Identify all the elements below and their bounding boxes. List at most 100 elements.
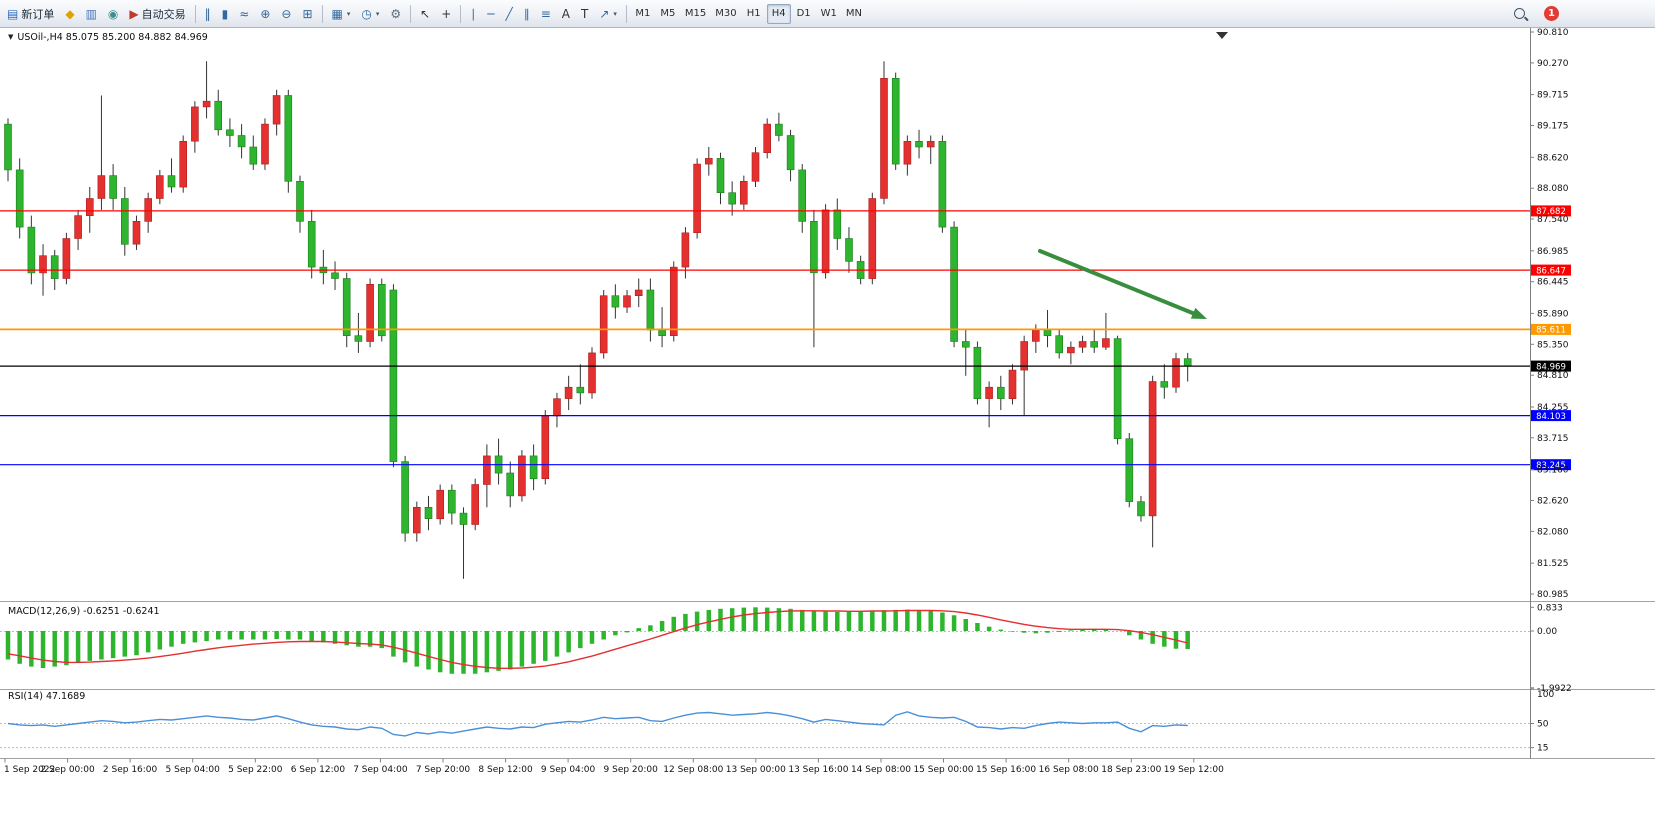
timeframe-m5-button[interactable]: M5 — [656, 4, 680, 24]
timeframe-d1-button[interactable]: D1 — [792, 4, 816, 24]
price-tag-label: 84.969 — [1536, 362, 1566, 372]
symbol-ohlc-label: ▼ USOil-,H4 85.075 85.200 84.882 84.969 — [8, 32, 208, 43]
bull-candle — [880, 77, 888, 199]
bear-candle — [109, 175, 117, 199]
timeframe-h4-button[interactable]: H4 — [766, 3, 791, 24]
price-axis-label: 84.255 — [1537, 403, 1569, 413]
price-axis-label: 85.350 — [1537, 340, 1569, 350]
macd-indicator-label: MACD(12,26,9) -0.6251 -0.6241 — [8, 606, 160, 617]
alerts-icon-button[interactable]: ◆ — [60, 3, 79, 25]
bull-candle — [588, 352, 596, 394]
fibonacci-icon: ≡ — [540, 6, 551, 21]
timeframe-m30-button[interactable]: M30 — [711, 4, 740, 24]
trend-arrow-head[interactable] — [1190, 307, 1207, 319]
community-icon-button[interactable]: ◉ — [103, 3, 123, 25]
bull-candle — [366, 283, 374, 342]
bear-candle — [424, 506, 433, 519]
line-chart-button[interactable]: ≈ — [234, 3, 254, 25]
timeframe-h1-button[interactable]: H1 — [742, 4, 766, 24]
fibonacci-button[interactable]: ≡ — [536, 3, 556, 25]
bear-candle — [775, 123, 783, 136]
price-pane — [0, 32, 1530, 579]
trendline-button[interactable]: ╱ — [500, 3, 517, 25]
bull-candle — [39, 255, 47, 274]
bull-candle — [821, 209, 830, 274]
price-tag-label: 85.611 — [1536, 326, 1566, 336]
bear-candle — [307, 221, 316, 268]
price-axis-label: 83.160 — [1537, 466, 1569, 476]
bear-candle — [611, 295, 620, 308]
time-axis-label: 16 Sep 08:00 — [1039, 765, 1099, 775]
bear-candle — [331, 272, 339, 279]
bull-candle — [518, 455, 526, 497]
horizontal-line-icon: ─ — [487, 6, 495, 21]
reports-icon-button[interactable]: ▥ — [81, 3, 102, 25]
bull-candle — [681, 232, 690, 268]
bear-candle — [798, 169, 807, 222]
time-axis-label: 7 Sep 04:00 — [353, 765, 408, 775]
chart-svg[interactable]: 87.682 86.647 85.611 84.969 84.103 83.245 90.8… — [0, 28, 1655, 827]
bear-candle — [576, 386, 585, 394]
timeframe-w1-button[interactable]: W1 — [817, 4, 841, 24]
bear-candle — [15, 169, 24, 228]
main-toolbar: ▤ 新订单 ◆ ▥ ◉ ▶ 自动交易 ‖ ▮ ≈ ⊕ ⊖ ⊞ ▦ ▾ ◷ ▾ ⚙ ↖ + ∣ ─ ╱ ∥ ≡ A T ↗ ▾ M1 M5 M1… — [0, 0, 1655, 28]
bull-candle — [483, 455, 491, 485]
rsi-pane — [0, 711, 1530, 749]
bear-candle — [226, 129, 234, 136]
bear-candle — [646, 289, 655, 331]
quick-trade-collapse-icon[interactable]: ▼ — [8, 33, 14, 41]
price-axis-label: 90.810 — [1537, 28, 1569, 38]
price-axis[interactable]: 87.682 86.647 85.611 84.969 84.103 83.245 90.8… — [1530, 28, 1572, 754]
new-chart-button[interactable]: ▦ ▾ — [327, 3, 356, 25]
chart-settings-icon: ⚙ — [390, 6, 402, 21]
bear-candle — [50, 255, 59, 279]
profiles-button[interactable]: ◷ ▾ — [356, 3, 384, 25]
bull-candle — [412, 506, 421, 534]
toolbar-separator — [460, 4, 462, 23]
timeframe-mn-button[interactable]: MN — [842, 4, 866, 24]
bear-candle — [1043, 329, 1052, 336]
bear-candle — [506, 472, 515, 497]
shift-marker-icon[interactable] — [1216, 32, 1228, 39]
rsi-axis-label: 50 — [1537, 720, 1549, 730]
timeframe-m1-button[interactable]: M1 — [631, 4, 655, 24]
text-button[interactable]: A — [557, 3, 575, 25]
bear-candle — [237, 135, 246, 148]
time-axis-label: 15 Sep 16:00 — [976, 765, 1036, 775]
price-tag-label: 83.245 — [1536, 461, 1566, 471]
bull-candle — [97, 175, 106, 199]
candlestick-chart-button[interactable]: ▮ — [217, 3, 234, 25]
trend-arrow-line[interactable] — [1038, 249, 1196, 316]
time-axis-label: 14 Sep 08:00 — [851, 765, 911, 775]
cursor-button[interactable]: ↖ — [415, 3, 435, 25]
text-label-button[interactable]: T — [576, 3, 593, 25]
dropdown-arrow-icon: ▾ — [346, 9, 351, 18]
notification-badge[interactable]: 1 — [1544, 6, 1559, 21]
search-button[interactable] — [1507, 3, 1535, 25]
rsi-indicator-label: RSI(14) 47.1689 — [8, 691, 86, 702]
new-order-button[interactable]: ▤ 新订单 — [2, 3, 59, 25]
chart-settings-button[interactable]: ⚙ — [385, 3, 406, 25]
bear-candle — [950, 226, 958, 342]
arrows-button[interactable]: ↗ ▾ — [594, 3, 622, 25]
time-axis-label: 1 Sep 2022 — [4, 765, 55, 775]
bull-candle — [1102, 338, 1110, 348]
timeframe-m15-button[interactable]: M15 — [681, 4, 710, 24]
tile-windows-button[interactable]: ⊞ — [297, 3, 317, 25]
autotrading-icon: ▶ — [129, 6, 139, 21]
bear-candle — [833, 209, 842, 239]
bull-candle — [144, 198, 152, 222]
crosshair-button[interactable]: + — [436, 3, 456, 25]
horizontal-line-button[interactable]: ─ — [482, 3, 499, 25]
vertical-line-button[interactable]: ∣ — [465, 3, 481, 25]
autotrading-button[interactable]: ▶ 自动交易 — [124, 3, 190, 25]
price-tag — [1531, 323, 1571, 335]
zoom-out-button[interactable]: ⊖ — [276, 3, 296, 25]
bull-candle — [564, 386, 573, 399]
channel-button[interactable]: ∥ — [519, 3, 535, 25]
bar-chart-button[interactable]: ‖ — [200, 3, 216, 25]
toolbar-separator — [321, 4, 323, 23]
zoom-in-button[interactable]: ⊕ — [255, 3, 275, 25]
bear-candle — [401, 461, 409, 534]
